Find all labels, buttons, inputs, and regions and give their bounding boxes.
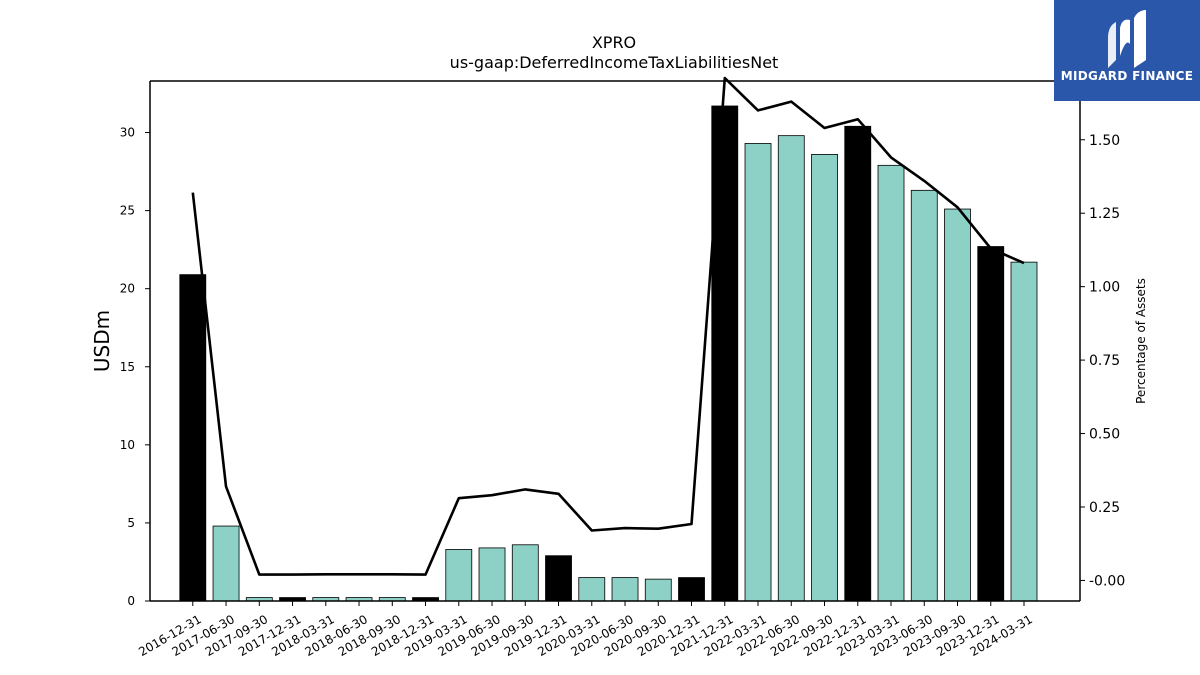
bar bbox=[844, 125, 872, 602]
logo-text: MIDGARD FINANCE bbox=[1060, 69, 1194, 83]
bar bbox=[811, 153, 838, 602]
logo-mark-icon bbox=[1108, 10, 1146, 68]
y2-axis-label: Percentage of Assets bbox=[1134, 278, 1148, 404]
bar bbox=[711, 105, 739, 602]
bar bbox=[877, 164, 905, 602]
bar bbox=[977, 246, 1005, 602]
y2-tick-label: 1.50 bbox=[1089, 133, 1120, 149]
bar bbox=[944, 208, 971, 602]
bar bbox=[445, 549, 473, 602]
series-line bbox=[191, 76, 1025, 576]
y-tick-label: 5 bbox=[127, 516, 135, 530]
bar bbox=[611, 577, 639, 602]
bar bbox=[545, 555, 572, 602]
bar bbox=[578, 577, 606, 602]
bar bbox=[179, 274, 207, 602]
y-tick-label: 15 bbox=[120, 360, 135, 374]
bar bbox=[644, 578, 672, 602]
bar bbox=[1010, 261, 1038, 602]
bars-group bbox=[179, 105, 1038, 602]
y2-tick-label: 1.00 bbox=[1089, 280, 1120, 296]
y-tick-label: 25 bbox=[120, 204, 135, 218]
y-ticks-group: 0 5 10 15 20 25 30 bbox=[120, 126, 150, 608]
chart-title: XPRO bbox=[592, 33, 636, 52]
y-axis-label: USDm bbox=[90, 310, 114, 372]
x-ticks-group: 2016-12-312017-06-302017-09-302017-12-31… bbox=[136, 601, 1035, 659]
bar bbox=[678, 577, 705, 602]
y2-tick-label: 1.25 bbox=[1089, 206, 1120, 222]
line-group bbox=[191, 76, 1025, 576]
y-tick-label: 30 bbox=[120, 126, 135, 140]
axes-group bbox=[149, 80, 1081, 602]
bar bbox=[744, 143, 772, 602]
bar bbox=[212, 525, 240, 602]
y2-tick-label: -0.00 bbox=[1089, 573, 1125, 589]
bar bbox=[511, 544, 539, 602]
bar bbox=[478, 547, 506, 602]
y-tick-label: 0 bbox=[127, 594, 135, 608]
y-tick-label: 20 bbox=[120, 282, 135, 296]
brand-logo: MIDGARD FINANCE bbox=[1054, 0, 1200, 101]
y2-tick-label: 0.25 bbox=[1089, 500, 1120, 516]
y2-tick-label: 0.50 bbox=[1089, 427, 1120, 443]
bar bbox=[910, 189, 938, 602]
bar bbox=[777, 135, 805, 602]
y2-tick-label: 0.75 bbox=[1089, 353, 1120, 369]
chart-subtitle: us-gaap:DeferredIncomeTaxLiabilitiesNet bbox=[450, 53, 779, 72]
y-tick-label: 10 bbox=[120, 438, 135, 452]
y2-ticks-group: -0.00 0.25 0.50 0.75 1.00 1.25 1.50 bbox=[1080, 133, 1125, 589]
